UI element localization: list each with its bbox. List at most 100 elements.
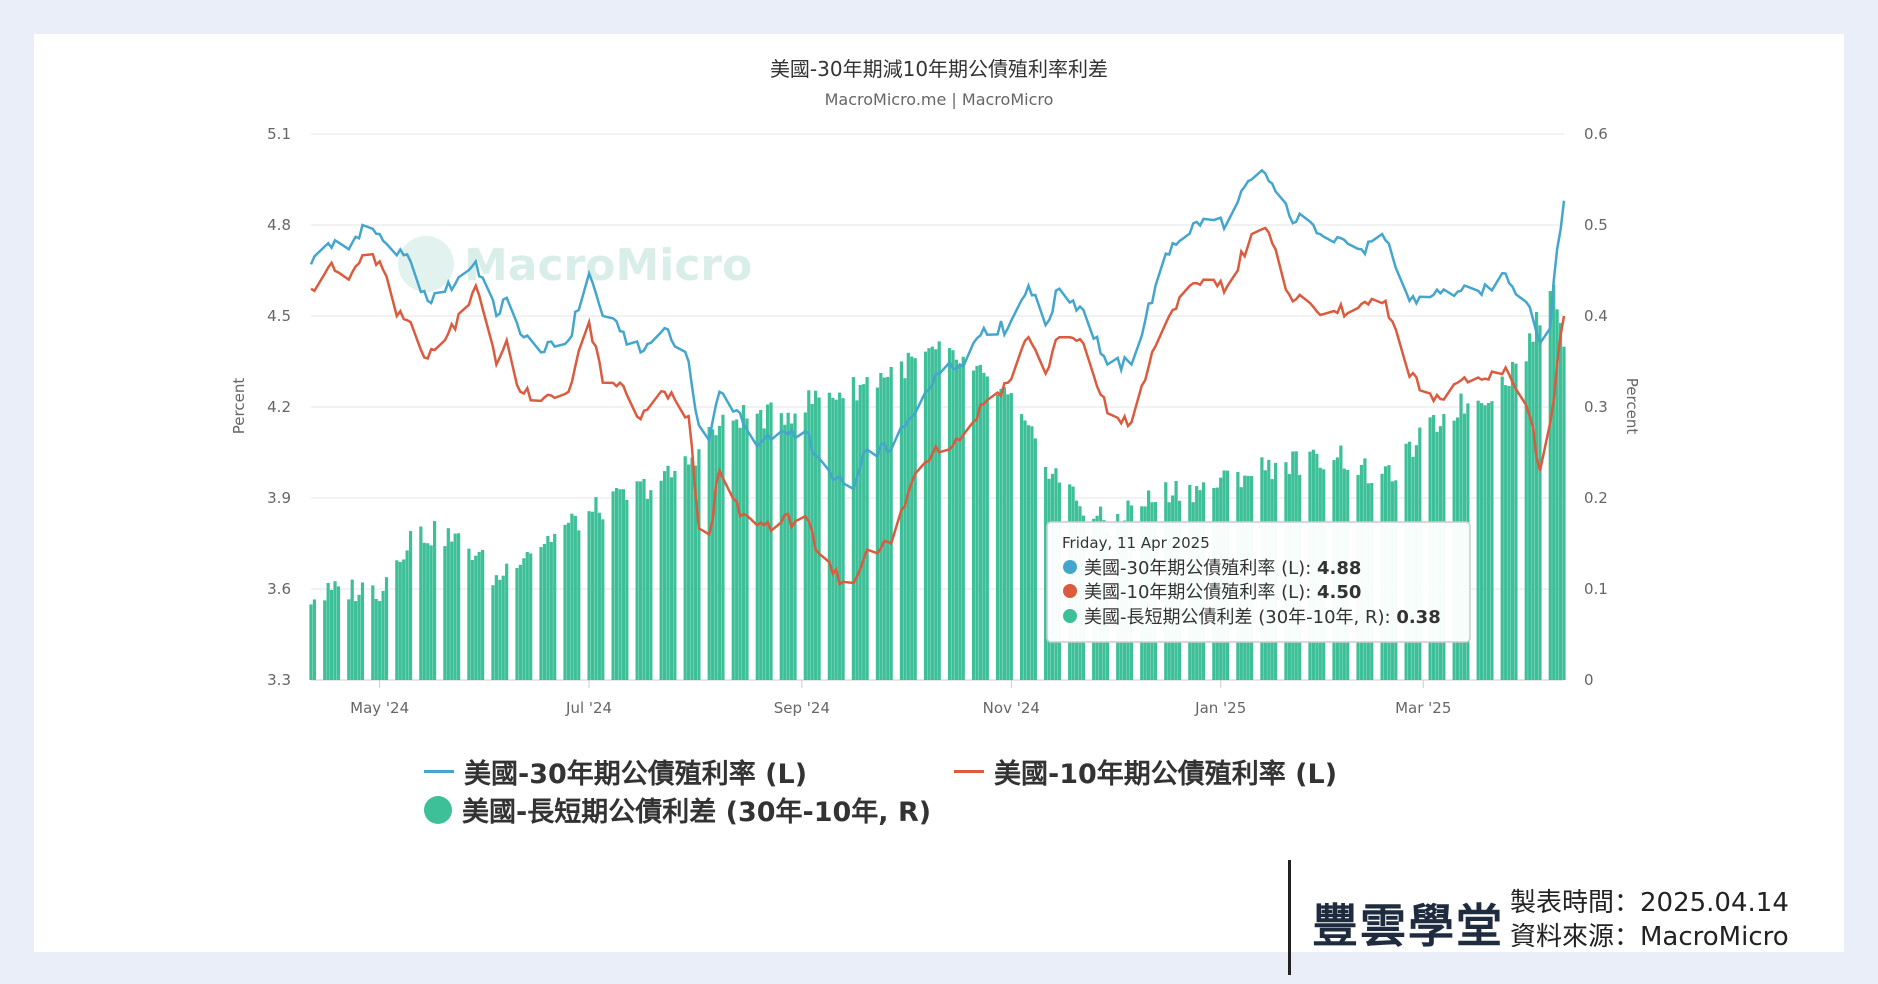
spread-bar (522, 558, 526, 680)
spread-bar (1500, 376, 1504, 680)
spread-bar (481, 549, 485, 680)
spread-bar (371, 585, 375, 680)
made-time: 製表時間：2025.04.14 (1510, 888, 1789, 918)
spread-bar (889, 366, 893, 680)
spread-bar (426, 543, 430, 680)
spread-bar (542, 543, 547, 680)
spread-bar (491, 585, 495, 680)
right-tick-label: 0.2 (1584, 489, 1608, 507)
spread-bar (790, 423, 794, 680)
spread-bar (618, 489, 622, 680)
spread-bar (906, 352, 910, 680)
spread-bar (721, 414, 725, 680)
spread-bar (1483, 405, 1487, 680)
spread-bar (419, 526, 423, 680)
spread-bar (927, 348, 931, 680)
legend-line-icon (424, 770, 454, 773)
spread-bar (1534, 311, 1539, 680)
spread-bar (446, 528, 450, 680)
spread-bar (422, 542, 426, 680)
legend-item-spread[interactable]: 美國-長短期公債利差 (30年-10年, R) (424, 790, 931, 829)
spread-bar (1514, 363, 1518, 680)
spread-bar (731, 420, 735, 680)
spread-bar (1531, 341, 1535, 680)
legend-item-yield10[interactable]: 美國-10年期公債殖利率 (L) (954, 752, 1337, 791)
right-axis-title: Percent (1623, 378, 1641, 435)
spread-bar (934, 349, 938, 680)
spread-bar (347, 599, 351, 680)
spread-bar (717, 425, 722, 680)
spread-bar (326, 582, 330, 680)
spread-bar (333, 581, 337, 680)
spread-bar (711, 429, 715, 680)
spread-bar (474, 555, 478, 680)
spread-bar (529, 553, 533, 680)
x-tick-label: May '24 (350, 699, 409, 717)
spread-bar (769, 402, 773, 680)
right-tick-label: 0.3 (1584, 398, 1608, 416)
spread-bar (1006, 394, 1010, 680)
spread-bar (817, 397, 821, 680)
spread-bar (807, 390, 811, 680)
right-tick-label: 0.5 (1584, 216, 1608, 234)
left-axis-title: Percent (230, 378, 248, 435)
spread-bar (1030, 426, 1034, 680)
spread-bar (831, 397, 835, 680)
tooltip-dot-10 (1063, 584, 1077, 598)
tooltip-date: Friday, 11 Apr 2025 (1062, 534, 1210, 552)
spread-bar (673, 470, 677, 680)
spread-bar (621, 489, 625, 680)
spread-bar (841, 398, 845, 680)
left-tick-label: 3.3 (267, 671, 291, 689)
spread-bar (903, 378, 907, 680)
spread-bar (765, 404, 770, 680)
spread-bar (505, 563, 509, 680)
spread-bar (975, 365, 979, 680)
right-tick-label: 0.1 (1584, 580, 1608, 598)
spread-bar (549, 541, 553, 680)
legend-item-yield30[interactable]: 美國-30年期公債殖利率 (L) (424, 752, 807, 791)
tooltip-row-spread: 美國-長短期公債利差 (30年-10年, R): 0.38 (1084, 607, 1441, 628)
spread-bar (793, 413, 797, 680)
spread-bar (666, 465, 670, 680)
spread-bar (1490, 401, 1494, 680)
spread-bar (453, 533, 457, 680)
spread-bar (381, 590, 385, 680)
spread-bar (786, 412, 790, 680)
spread-bar (687, 464, 691, 680)
spread-bar (494, 575, 498, 680)
spread-bar (563, 524, 567, 680)
spread-bar (947, 348, 952, 680)
right-tick-label: 0.6 (1584, 125, 1608, 143)
spread-bar (875, 387, 880, 680)
spread-bar (539, 547, 543, 680)
spread-bar (594, 497, 598, 680)
spread-bar (515, 567, 519, 680)
spread-bar (783, 424, 787, 680)
spread-bar (309, 604, 313, 680)
spread-bar (669, 477, 674, 680)
spread-bar (683, 456, 687, 680)
chart-title: 美國-30年期減10年期公債殖利率利差 (770, 57, 1108, 81)
spread-bar (374, 599, 378, 680)
spread-bar (1524, 361, 1528, 680)
spread-bar (834, 399, 838, 680)
spread-bar (1026, 425, 1031, 680)
data-source: 資料來源：MacroMicro (1510, 922, 1789, 952)
x-tick-label: Jul '24 (565, 699, 612, 717)
spread-bar (745, 418, 749, 680)
footer: 豐雲學堂 製表時間：2025.04.14 資料來源：MacroMicro (1288, 860, 1848, 975)
right-tick-label: 0.4 (1584, 307, 1608, 325)
footer-divider (1288, 860, 1291, 975)
spread-bar (1009, 393, 1013, 680)
left-tick-label: 4.8 (267, 216, 291, 234)
spread-bar (741, 405, 746, 680)
left-tick-label: 4.2 (267, 398, 291, 416)
spread-bar (951, 350, 955, 680)
spread-bar (432, 520, 437, 680)
spread-bar (810, 404, 814, 680)
legend-label: 美國-30年期公債殖利率 (L) (464, 759, 808, 790)
spread-bar (597, 512, 601, 680)
spread-bar (803, 412, 807, 680)
spread-bar (573, 515, 577, 680)
